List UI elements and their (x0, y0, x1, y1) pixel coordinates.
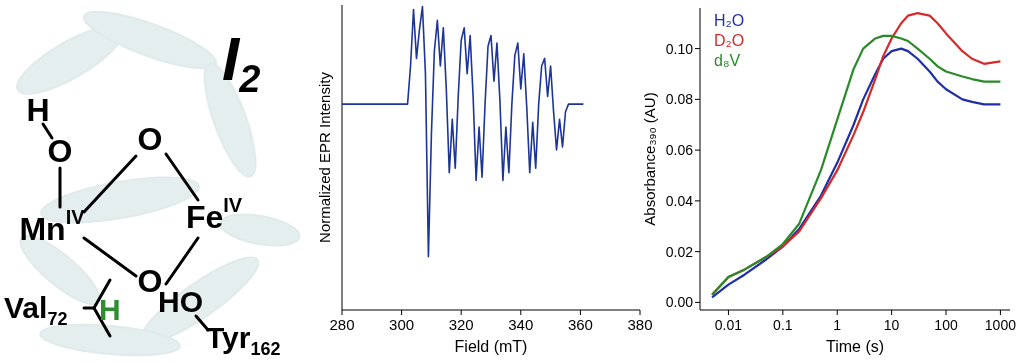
x-tick (946, 310, 947, 315)
plot-area (712, 13, 1000, 297)
x-tick-label: 340 (508, 316, 533, 333)
x-axis (700, 310, 1010, 311)
text-part: 2 (238, 58, 260, 100)
bond (59, 168, 62, 207)
bond (84, 156, 136, 212)
plot-area (342, 7, 583, 257)
x-axis-label: Time (s) (826, 338, 884, 355)
x-tick (1000, 310, 1001, 315)
atom-label: O (138, 121, 163, 157)
y-tick (695, 251, 700, 252)
x-axis-label: Field (mT) (455, 338, 528, 355)
legend-entry: D₂O (714, 32, 744, 49)
x-tick (342, 310, 343, 315)
legend: H₂O D₂O d₈V (714, 12, 744, 69)
y-tick (695, 48, 700, 49)
bond (166, 154, 198, 200)
x-tick (580, 310, 581, 315)
x-tick-label: 0.1 (773, 317, 793, 333)
epr-chart: 280 300 320 340 360 380 Field (mT) Normalized E… (316, 5, 653, 355)
y-tick-label: 0.00 (666, 294, 693, 310)
text-part: O (138, 121, 163, 157)
atom-label: H (99, 293, 121, 326)
x-tick-label: 10 (884, 317, 900, 333)
text-part: IV (223, 194, 243, 216)
y-tick-label: 0.06 (666, 142, 693, 158)
text-part: 162 (250, 339, 280, 359)
x-tick (728, 310, 729, 315)
x-tick (461, 310, 462, 315)
x-tick (640, 310, 641, 315)
legend-entry: d₈V (714, 52, 741, 69)
protein-backdrop (9, 1, 302, 360)
y-axis (700, 8, 701, 310)
x-tick-label: 1000 (985, 317, 1016, 333)
residue-label: Val72 (4, 291, 67, 329)
x-tick-label: 320 (449, 316, 474, 333)
text-part: I (222, 24, 241, 93)
y-tick-label: 0.10 (666, 41, 693, 57)
x-tick-label: 0.01 (715, 317, 742, 333)
x-tick (520, 310, 521, 315)
atom-label: MnIV (19, 206, 85, 247)
text-part: Val (4, 291, 47, 324)
text-part: IV (66, 206, 86, 228)
y-tick (695, 200, 700, 201)
x-tick (891, 310, 892, 315)
x-tick-label: 280 (329, 316, 354, 333)
x-axis (342, 310, 640, 311)
text-part: H (99, 293, 121, 326)
text-part: H (26, 92, 49, 128)
atom-label: H (26, 92, 49, 128)
text-part: Fe (186, 199, 223, 235)
residue-label: Tyr162 (206, 321, 281, 359)
x-tick (782, 310, 783, 315)
y-tick (695, 99, 700, 100)
text-part: 72 (47, 309, 67, 329)
y-tick-label: 0.08 (666, 91, 693, 107)
text-part: Mn (19, 211, 65, 247)
y-tick-label: 0.02 (666, 244, 693, 260)
bond (84, 238, 136, 276)
series-line (712, 36, 1000, 295)
helix (79, 1, 222, 79)
spectrum-line (342, 7, 583, 257)
series-line (712, 49, 1000, 298)
group-label: HO (158, 285, 203, 318)
y-axis (342, 5, 343, 310)
x-tick (837, 310, 838, 315)
x-tick (401, 310, 402, 315)
x-tick-label: 1 (833, 317, 841, 333)
structure-diagram: I2HOMnIVOOFeIVVal72HHOTyr162 (4, 1, 302, 360)
atom-label: FeIV (186, 194, 243, 235)
x-tick-label: 380 (627, 316, 652, 333)
diagram-title: I2 (222, 24, 260, 100)
legend-entry: H₂O (714, 12, 744, 29)
y-axis-label: Absorbance₃₉₀ (AU) (641, 92, 658, 225)
text-part: Tyr (206, 321, 251, 354)
y-tick (695, 150, 700, 151)
series-line (712, 13, 1000, 295)
bond (166, 238, 198, 284)
x-tick-label: 100 (934, 317, 958, 333)
x-tick-label: 360 (568, 316, 593, 333)
kinetics-chart: 0.01 0.1 1 10 100 1000 0.00 0.02 0.04 0.06 0.08 0.1… (641, 8, 1016, 355)
y-axis-label: Normalized EPR Intensity (316, 72, 333, 243)
y-tick (695, 302, 700, 303)
bond (43, 124, 52, 138)
y-tick-label: 0.04 (666, 193, 693, 209)
figure: I2HOMnIVOOFeIVVal72HHOTyr162280300320340… (0, 0, 1024, 363)
text-part: HO (158, 285, 203, 318)
x-tick-label: 300 (389, 316, 414, 333)
